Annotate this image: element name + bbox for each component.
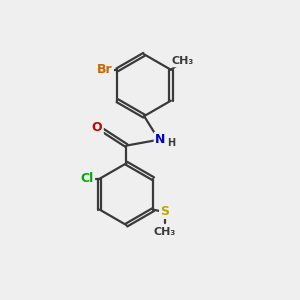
Text: CH₃: CH₃ (172, 56, 194, 66)
Text: Br: Br (97, 63, 112, 76)
Text: Cl: Cl (80, 172, 94, 185)
Text: N: N (155, 133, 166, 146)
Text: H: H (167, 138, 175, 148)
Text: O: O (92, 122, 102, 134)
Text: S: S (160, 205, 169, 218)
Text: CH₃: CH₃ (154, 227, 176, 237)
